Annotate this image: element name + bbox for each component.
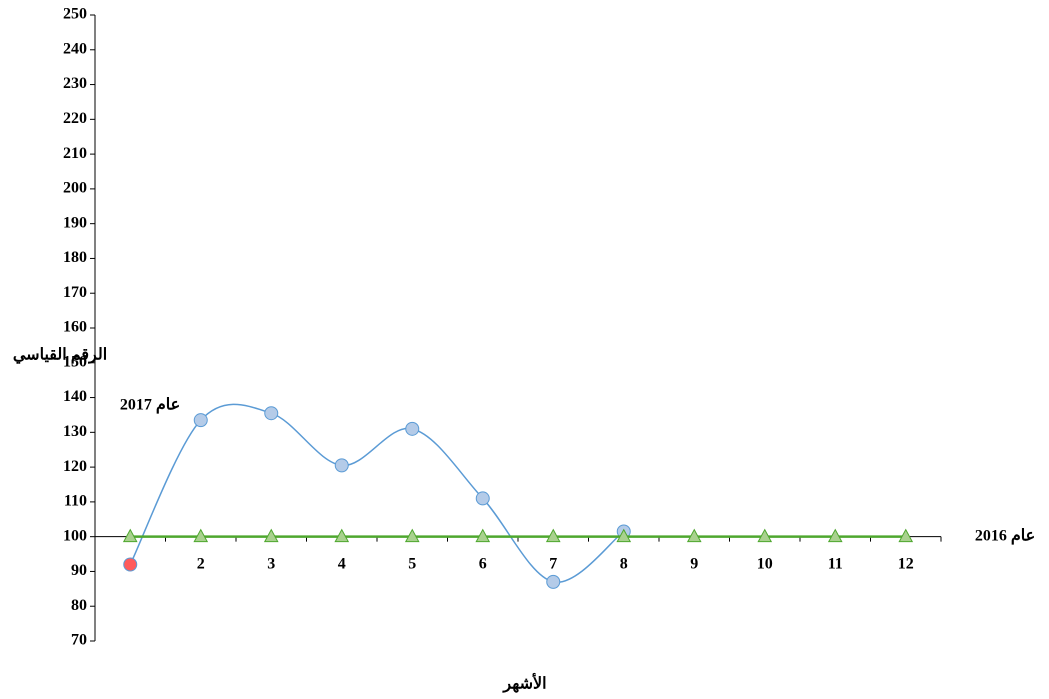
marker <box>193 528 209 543</box>
y-tick-label: 130 <box>63 423 87 440</box>
y-tick-label: 140 <box>63 388 87 405</box>
x-tick-label: 2 <box>197 555 205 572</box>
y-tick-label: 150 <box>63 353 87 370</box>
marker <box>123 557 138 572</box>
marker <box>616 528 632 543</box>
y-tick-label: 220 <box>63 110 87 127</box>
marker <box>475 491 490 506</box>
y-tick-label: 90 <box>71 562 87 579</box>
y-tick-label: 190 <box>63 214 87 231</box>
x-tick-label: 10 <box>757 555 773 572</box>
y-tick-label: 120 <box>63 458 87 475</box>
y-tick-label: 240 <box>63 40 87 57</box>
y-tick-label: 170 <box>63 284 87 301</box>
marker <box>193 413 208 428</box>
y-tick-label: 100 <box>63 527 87 544</box>
x-tick-label: 3 <box>267 555 275 572</box>
y-tick-label: 250 <box>63 6 87 23</box>
x-tick-label: 7 <box>549 555 557 572</box>
marker <box>545 528 561 543</box>
marker <box>122 528 138 543</box>
x-axis-title: الأشهر <box>502 673 546 694</box>
series-label: عام 2016 <box>975 527 1035 545</box>
marker <box>264 406 279 421</box>
marker <box>546 574 561 589</box>
marker <box>334 458 349 473</box>
y-tick-label: 210 <box>63 145 87 162</box>
series-label: عام 2017 <box>120 397 180 415</box>
marker <box>334 528 350 543</box>
y-tick-label: 80 <box>71 597 87 614</box>
x-tick-label: 6 <box>479 555 487 572</box>
y-tick-label: 200 <box>63 180 87 197</box>
x-tick-label: 11 <box>828 555 843 572</box>
marker <box>757 528 773 543</box>
marker <box>405 421 420 436</box>
marker <box>898 528 914 543</box>
marker <box>404 528 420 543</box>
y-tick-label: 110 <box>64 493 87 510</box>
y-tick-label: 70 <box>71 632 87 649</box>
x-tick-label: 4 <box>338 555 346 572</box>
y-tick-label: 180 <box>63 249 87 266</box>
y-tick-label: 230 <box>63 75 87 92</box>
marker <box>827 528 843 543</box>
y-tick-label: 160 <box>63 319 87 336</box>
marker <box>263 528 279 543</box>
marker <box>475 528 491 543</box>
x-tick-label: 8 <box>620 555 628 572</box>
x-tick-label: 9 <box>690 555 698 572</box>
x-tick-label: 12 <box>898 555 914 572</box>
x-tick-label: 5 <box>408 555 416 572</box>
y-axis-title: الرقم القياسي <box>13 347 107 365</box>
marker <box>686 528 702 543</box>
